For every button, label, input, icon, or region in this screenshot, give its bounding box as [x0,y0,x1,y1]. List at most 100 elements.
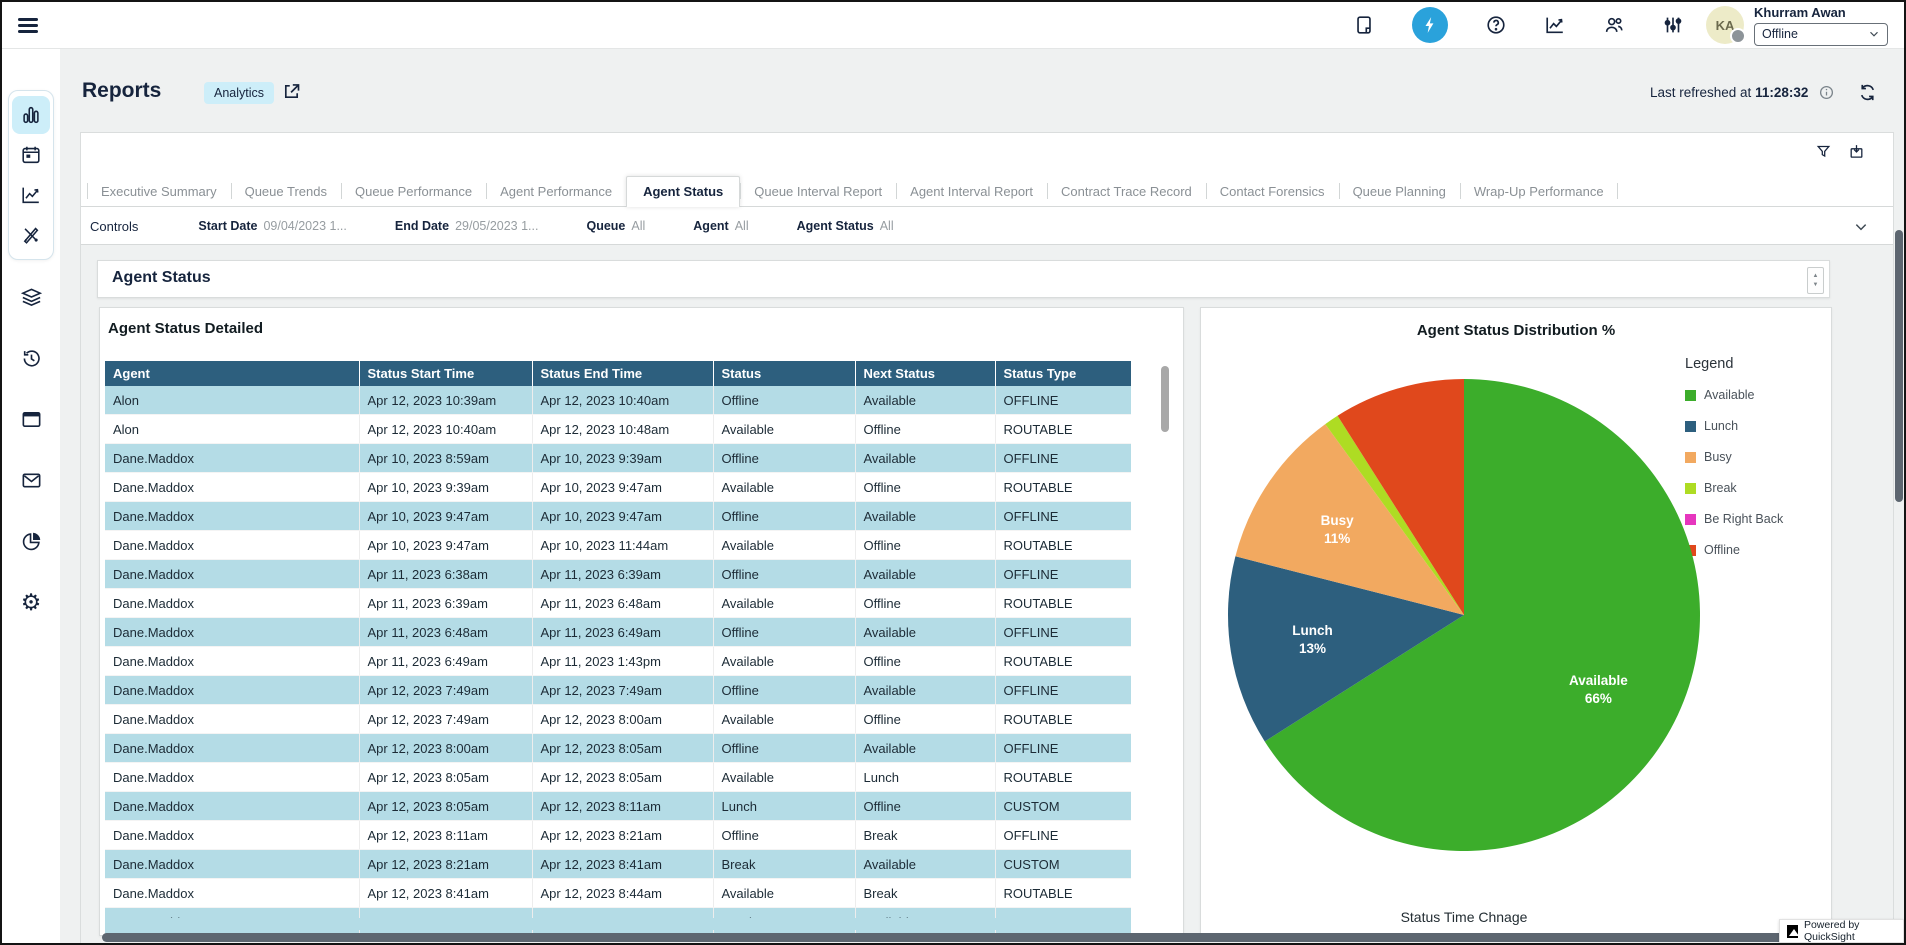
pie-chart-icon[interactable] [20,530,43,553]
download-icon[interactable] [1848,143,1865,160]
analytics-badge: Analytics [204,82,274,104]
table-row: Dane.MaddoxApr 10, 2023 8:59amApr 10, 20… [105,444,1131,473]
tab-executive-summary[interactable]: Executive Summary [87,177,231,206]
layers-icon[interactable] [20,286,43,309]
controls-collapse-chevron-icon[interactable] [1853,219,1869,235]
table-cell: Dane.Maddox [105,850,359,879]
filter-end-date[interactable]: End Date29/05/2023 1... [395,219,539,233]
tab-queue-planning[interactable]: Queue Planning [1339,177,1460,206]
tab-contact-forensics[interactable]: Contact Forensics [1206,177,1339,206]
sidebar-item-calendar[interactable] [12,136,50,174]
avatar[interactable]: KA [1706,6,1744,44]
table-row: Dane.MaddoxApr 11, 2023 6:39amApr 11, 20… [105,589,1131,618]
table-partial-row [105,918,1131,930]
table-cell: Offline [855,589,995,618]
powered-by-badge: Powered by QuickSight [1779,919,1904,943]
gear-icon[interactable]: ⚙ [21,591,42,614]
legend-item-be-right-back: Be Right Back [1685,512,1817,526]
column-header-agent[interactable]: Agent [105,361,359,386]
table-cell: Apr 12, 2023 7:49am [359,705,532,734]
boost-icon[interactable] [1412,7,1448,43]
sidebar: ⚙ [2,48,60,943]
status-dot [1730,28,1746,44]
tab-wrap-up-performance[interactable]: Wrap-Up Performance [1460,177,1618,206]
table-cell: Apr 12, 2023 10:39am [359,386,532,415]
powered-by-text: Powered by QuickSight [1804,919,1896,943]
table-cell: Break [855,879,995,908]
column-header-status[interactable]: Status [713,361,855,386]
external-link-icon[interactable] [281,81,302,102]
table-cell: Apr 10, 2023 9:47am [359,502,532,531]
tab-agent-status[interactable]: Agent Status [626,176,740,207]
column-header-status-start-time[interactable]: Status Start Time [359,361,532,386]
tab-queue-performance[interactable]: Queue Performance [341,177,486,206]
table-cell: OFFLINE [995,676,1131,705]
tab-agent-performance[interactable]: Agent Performance [486,177,626,206]
refresh-icon[interactable] [1857,82,1878,103]
filter-icon[interactable] [1815,143,1832,160]
sidebar-item-reports[interactable] [12,96,50,134]
table-cell: Apr 10, 2023 9:47am [532,473,713,502]
table-cell: Offline [713,676,855,705]
filter-agent-status[interactable]: Agent StatusAll [797,219,894,233]
mail-icon[interactable] [20,469,43,492]
tab-contract-trace-record[interactable]: Contract Trace Record [1047,177,1206,206]
table-row: Dane.MaddoxApr 12, 2023 8:00amApr 12, 20… [105,734,1131,763]
sidebar-item-metrics[interactable] [12,176,50,214]
table-cell: Apr 10, 2023 9:39am [359,473,532,502]
metrics-icon[interactable] [1544,14,1566,36]
chevron-down-icon [1868,28,1880,40]
table-scrollbar-thumb[interactable] [1161,366,1169,432]
tab-queue-trends[interactable]: Queue Trends [231,177,341,206]
agent-status-table: AgentStatus Start TimeStatus End TimeSta… [105,361,1131,937]
column-header-status-type[interactable]: Status Type [995,361,1131,386]
tab-agent-interval-report[interactable]: Agent Interval Report [896,177,1047,206]
table-cell: Apr 12, 2023 8:05am [359,763,532,792]
table-cell: Dane.Maddox [105,676,359,705]
settings-sliders-icon[interactable] [1662,14,1684,36]
table-cell: Available [713,415,855,444]
table-cell: OFFLINE [995,444,1131,473]
top-bar: KA Khurram Awan Offline [2,2,1904,49]
info-icon[interactable] [1818,84,1835,101]
table-cell: Apr 11, 2023 6:48am [359,618,532,647]
table-cell: Dane.Maddox [105,792,359,821]
table-cell: ROUTABLE [995,879,1131,908]
tab-queue-interval-report[interactable]: Queue Interval Report [740,177,896,206]
last-refreshed-time: 11:28:32 [1755,85,1808,100]
app-window: KA Khurram Awan Offline [0,0,1906,945]
bar-chart-icon [20,104,42,126]
column-header-status-end-time[interactable]: Status End Time [532,361,713,386]
table-cell: Apr 12, 2023 7:49am [532,676,713,705]
calendar-icon [20,144,42,166]
notes-icon[interactable] [1353,14,1375,36]
table-cell: Apr 12, 2023 8:11am [359,821,532,850]
history-icon[interactable] [20,347,43,370]
page-vertical-scrollbar-thumb[interactable] [1895,230,1903,502]
table-cell: Apr 12, 2023 8:44am [532,879,713,908]
browser-icon[interactable] [20,408,43,431]
table-cell: Offline [713,386,855,415]
filter-queue[interactable]: QueueAll [586,219,645,233]
filter-agent[interactable]: AgentAll [693,219,748,233]
last-refreshed-text: Last refreshed at 11:28:32 [1650,85,1808,100]
help-icon[interactable] [1485,14,1507,36]
table-cell: Apr 11, 2023 1:43pm [532,647,713,676]
table-cell: Apr 11, 2023 6:39am [532,560,713,589]
page-horizontal-scrollbar-thumb[interactable] [102,933,1892,942]
hamburger-menu-icon[interactable] [18,15,40,35]
table-cell: Dane.Maddox [105,734,359,763]
table-row: Dane.MaddoxApr 11, 2023 6:49amApr 11, 20… [105,647,1131,676]
legend-item-available: Available [1685,388,1817,402]
section-spinner[interactable]: ▲▼ [1807,267,1824,294]
agent-status-select[interactable]: Offline [1754,23,1888,46]
sidebar-item-design[interactable] [12,216,50,254]
line-chart-icon [20,184,42,206]
table-cell: Apr 12, 2023 8:05am [359,792,532,821]
table-cell: Offline [713,821,855,850]
filter-start-date[interactable]: Start Date09/04/2023 1... [198,219,346,233]
table-cell: Apr 10, 2023 11:44am [532,531,713,560]
column-header-next-status[interactable]: Next Status [855,361,995,386]
users-icon[interactable] [1603,14,1625,36]
table-row: AlonApr 12, 2023 10:40amApr 12, 2023 10:… [105,415,1131,444]
